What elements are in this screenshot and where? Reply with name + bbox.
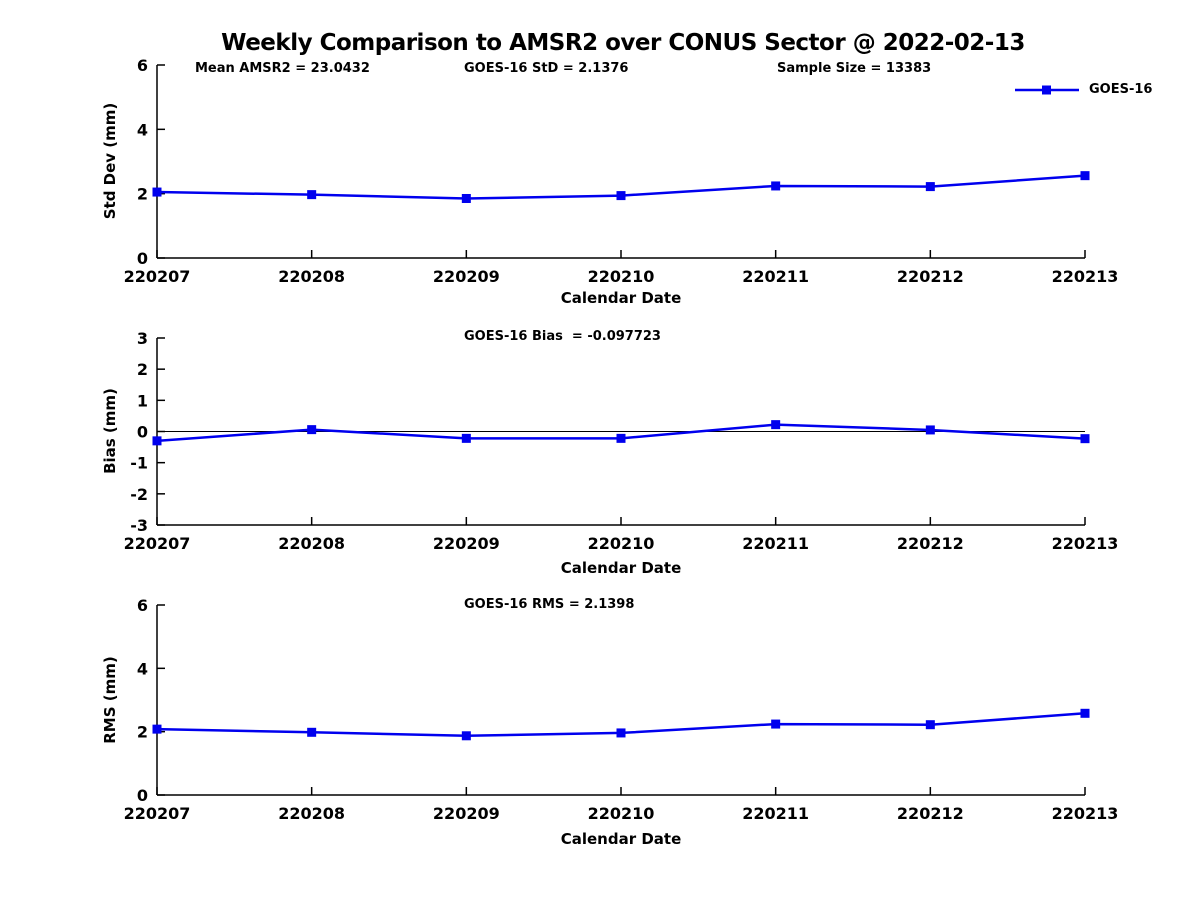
x-tick-label: 220209 [433, 804, 500, 823]
data-point-marker [616, 433, 626, 443]
x-tick-label: 220209 [433, 534, 500, 553]
data-point-marker [152, 436, 162, 446]
data-point-marker [1080, 434, 1090, 444]
legend: GOES-16 [1014, 82, 1152, 97]
data-point-marker [307, 425, 317, 435]
x-tick-label: 220208 [278, 804, 345, 823]
x-tick-label: 220213 [1052, 267, 1119, 286]
x-tick-label: 220211 [742, 804, 809, 823]
data-point-marker [307, 190, 317, 200]
y-tick-label: 2 [137, 185, 148, 204]
y-tick-label: 2 [137, 723, 148, 742]
x-tick-label: 220211 [742, 534, 809, 553]
data-point-marker [461, 731, 471, 741]
data-point-marker [1080, 708, 1090, 718]
data-point-marker [771, 181, 781, 191]
data-point-marker [461, 433, 471, 443]
y-tick-label: 3 [137, 329, 148, 348]
data-point-marker [616, 728, 626, 738]
y-tick-label: 6 [137, 56, 148, 75]
data-point-marker [925, 425, 935, 435]
x-tick-label: 220212 [897, 804, 964, 823]
y-tick-label: 0 [137, 786, 148, 805]
chart-panel-1: -3 -2 -1 0 1 2 3 220207 220208 220209 220210 220211… [124, 329, 1119, 553]
data-point-marker [616, 191, 626, 201]
data-point-marker [152, 724, 162, 734]
x-tick-label: 220212 [897, 534, 964, 553]
y-tick-label: 4 [137, 120, 148, 139]
x-tick-label: 220211 [742, 267, 809, 286]
y-tick-label: 0 [137, 249, 148, 268]
y-tick-label: 1 [137, 391, 148, 410]
data-point-marker [771, 719, 781, 729]
legend-line-icon [1015, 85, 1079, 94]
data-point-marker [1080, 171, 1090, 181]
bias-subtitle: GOES-16 Bias = -0.097723 [464, 329, 661, 344]
y-tick-label: 4 [137, 659, 148, 678]
data-point-marker [771, 420, 781, 430]
stat-goes16-std: GOES-16 StD = 2.1376 [464, 61, 629, 76]
y-tick-label: 6 [137, 596, 148, 615]
x-tick-label: 220210 [588, 804, 655, 823]
y-tick-label: -2 [130, 485, 148, 504]
stat-mean-amsr2: Mean AMSR2 = 23.0432 [195, 61, 370, 76]
x-tick-label: 220207 [124, 267, 191, 286]
chart-panel-2: 0 2 4 6 220207 220208 220209 220210 220211 220212… [124, 596, 1119, 823]
bias-y-axis-label: Bias (mm) [101, 388, 119, 474]
data-point-marker [307, 727, 317, 737]
stat-sample-size: Sample Size = 13383 [777, 61, 932, 76]
x-tick-label: 220210 [588, 267, 655, 286]
y-tick-label: -3 [130, 516, 148, 535]
y-tick-label: -1 [130, 454, 148, 473]
x-tick-label: 220213 [1052, 534, 1119, 553]
data-point-marker [461, 193, 471, 203]
rms-x-axis-label: Calendar Date [560, 830, 682, 848]
x-tick-label: 220213 [1052, 804, 1119, 823]
data-point-marker [925, 720, 935, 730]
stddev-x-axis-label: Calendar Date [560, 289, 682, 307]
figure-title: Weekly Comparison to AMSR2 over CONUS Se… [221, 30, 1025, 56]
y-tick-label: 0 [137, 423, 148, 442]
data-point-marker [152, 187, 162, 197]
x-tick-label: 220209 [433, 267, 500, 286]
rms-y-axis-label: RMS (mm) [101, 656, 119, 744]
rms-subtitle: GOES-16 RMS = 2.1398 [464, 597, 635, 612]
data-point-marker [925, 182, 935, 192]
chart-panel-0: 0 2 4 6 220207 220208 220209 220210 220211 220212… [124, 56, 1119, 286]
stddev-y-axis-label: Std Dev (mm) [101, 102, 119, 220]
x-tick-label: 220208 [278, 267, 345, 286]
legend-label: GOES-16 [1089, 82, 1153, 97]
y-tick-label: 2 [137, 360, 148, 379]
x-tick-label: 220208 [278, 534, 345, 553]
legend-marker-sample [1042, 85, 1051, 94]
x-tick-label: 220210 [588, 534, 655, 553]
x-tick-label: 220212 [897, 267, 964, 286]
bias-x-axis-label: Calendar Date [560, 559, 682, 577]
x-tick-label: 220207 [124, 534, 191, 553]
x-tick-label: 220207 [124, 804, 191, 823]
